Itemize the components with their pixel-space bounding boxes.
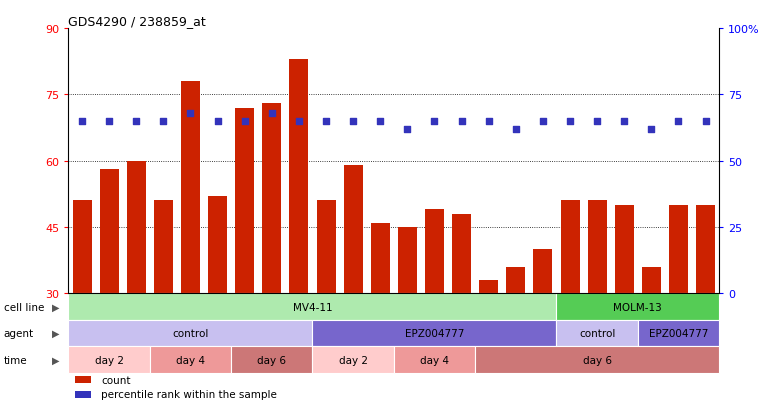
Point xyxy=(130,118,142,125)
Bar xyxy=(208,197,227,294)
Point xyxy=(510,126,522,133)
Point xyxy=(293,118,305,125)
Bar xyxy=(150,347,231,373)
Text: day 4: day 4 xyxy=(420,355,449,365)
Bar xyxy=(371,223,390,294)
Point xyxy=(184,110,196,117)
Bar xyxy=(642,267,661,294)
Point xyxy=(158,118,170,125)
Point xyxy=(401,126,413,133)
Text: EPZ004777: EPZ004777 xyxy=(405,328,464,338)
Text: day 2: day 2 xyxy=(339,355,368,365)
Bar xyxy=(615,205,634,294)
Text: ▶: ▶ xyxy=(52,355,59,365)
Text: count: count xyxy=(101,375,131,385)
Bar xyxy=(68,294,556,320)
Bar xyxy=(394,347,475,373)
Text: day 6: day 6 xyxy=(257,355,286,365)
Text: control: control xyxy=(172,328,209,338)
Point xyxy=(482,118,495,125)
Point xyxy=(618,118,630,125)
Bar xyxy=(398,228,417,294)
Point xyxy=(673,118,685,125)
Bar xyxy=(506,267,525,294)
Bar xyxy=(68,347,150,373)
Point xyxy=(645,126,658,133)
Text: MV4-11: MV4-11 xyxy=(293,302,333,312)
Point xyxy=(564,118,576,125)
Point xyxy=(537,118,549,125)
Bar xyxy=(638,320,719,347)
Bar xyxy=(696,205,715,294)
Bar xyxy=(475,347,719,373)
Bar xyxy=(68,320,313,347)
Bar xyxy=(533,249,552,294)
Text: control: control xyxy=(579,328,616,338)
Point xyxy=(266,110,278,117)
Text: MOLM-13: MOLM-13 xyxy=(613,302,662,312)
Bar xyxy=(313,347,394,373)
Point xyxy=(591,118,603,125)
Bar xyxy=(154,201,173,294)
Bar xyxy=(561,201,580,294)
Bar xyxy=(72,201,91,294)
Bar xyxy=(181,82,200,294)
Bar xyxy=(100,170,119,294)
Text: agent: agent xyxy=(4,328,34,338)
Bar xyxy=(231,347,313,373)
Text: ▶: ▶ xyxy=(52,302,59,312)
Point xyxy=(320,118,332,125)
Bar xyxy=(235,108,254,294)
Point xyxy=(103,118,115,125)
Bar xyxy=(263,104,282,294)
Text: day 2: day 2 xyxy=(94,355,123,365)
Point xyxy=(699,118,712,125)
Text: percentile rank within the sample: percentile rank within the sample xyxy=(101,389,277,399)
Bar xyxy=(127,161,146,294)
Bar xyxy=(317,201,336,294)
Bar xyxy=(587,201,607,294)
Text: day 4: day 4 xyxy=(176,355,205,365)
Point xyxy=(212,118,224,125)
Bar xyxy=(313,320,556,347)
Bar xyxy=(289,60,308,294)
Bar xyxy=(75,377,91,383)
Text: time: time xyxy=(4,355,27,365)
Bar xyxy=(452,214,471,294)
Point xyxy=(347,118,359,125)
Bar xyxy=(75,391,91,398)
Point xyxy=(239,118,251,125)
Bar xyxy=(479,280,498,294)
Point xyxy=(76,118,88,125)
Point xyxy=(456,118,468,125)
Point xyxy=(428,118,441,125)
Bar xyxy=(556,294,719,320)
Bar xyxy=(425,210,444,294)
Text: day 6: day 6 xyxy=(583,355,612,365)
Text: GDS4290 / 238859_at: GDS4290 / 238859_at xyxy=(68,15,206,28)
Bar xyxy=(556,320,638,347)
Point xyxy=(374,118,387,125)
Text: ▶: ▶ xyxy=(52,328,59,338)
Text: EPZ004777: EPZ004777 xyxy=(649,328,708,338)
Text: cell line: cell line xyxy=(4,302,44,312)
Bar xyxy=(344,166,363,294)
Bar xyxy=(669,205,688,294)
